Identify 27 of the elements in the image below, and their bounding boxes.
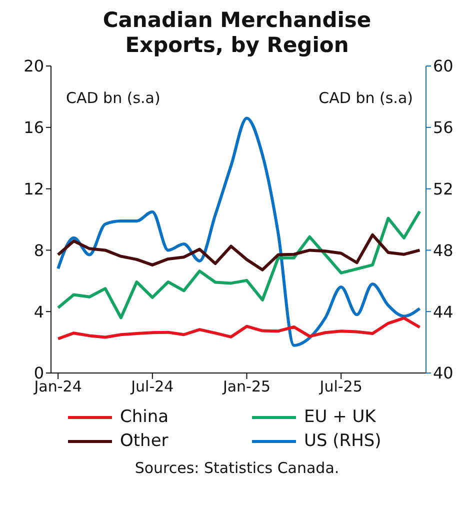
chart-title: Canadian Merchandise Exports, by Region xyxy=(102,8,372,58)
y2-tick-label: 60 xyxy=(433,56,454,76)
y2-axis-title: CAD bn (s.a) xyxy=(318,89,413,107)
y-tick-label: 4 xyxy=(34,302,44,322)
legend-label: Other xyxy=(120,431,168,451)
line-series xyxy=(56,233,422,272)
y2-tick-label: 48 xyxy=(433,240,454,260)
y-tick-label: 8 xyxy=(34,240,44,260)
x-tick-label: Jan-24 xyxy=(33,378,82,396)
legend-label: China xyxy=(120,407,169,427)
x-tick-label: Jul-24 xyxy=(130,378,174,396)
legend-label: EU + UK xyxy=(304,407,376,427)
line-series xyxy=(56,316,422,340)
y2-tick-label: 56 xyxy=(433,118,454,138)
y-axis-title: CAD bn (s.a) xyxy=(66,89,160,107)
line-series xyxy=(56,210,422,320)
legend-label: US (RHS) xyxy=(304,431,382,451)
y2-tick-label: 44 xyxy=(433,302,454,322)
line-series xyxy=(56,116,422,347)
y2-tick-label: 52 xyxy=(433,179,454,198)
y-tick-label: 20 xyxy=(24,56,44,76)
x-tick-label: Jan-25 xyxy=(222,378,271,396)
y2-tick-label: 40 xyxy=(433,364,454,383)
x-tick-label: Jul-25 xyxy=(318,378,362,396)
source-note: Sources: Statistics Canada. xyxy=(134,459,340,477)
y-tick-label: 16 xyxy=(24,118,44,138)
y-tick-label: 12 xyxy=(24,179,44,198)
